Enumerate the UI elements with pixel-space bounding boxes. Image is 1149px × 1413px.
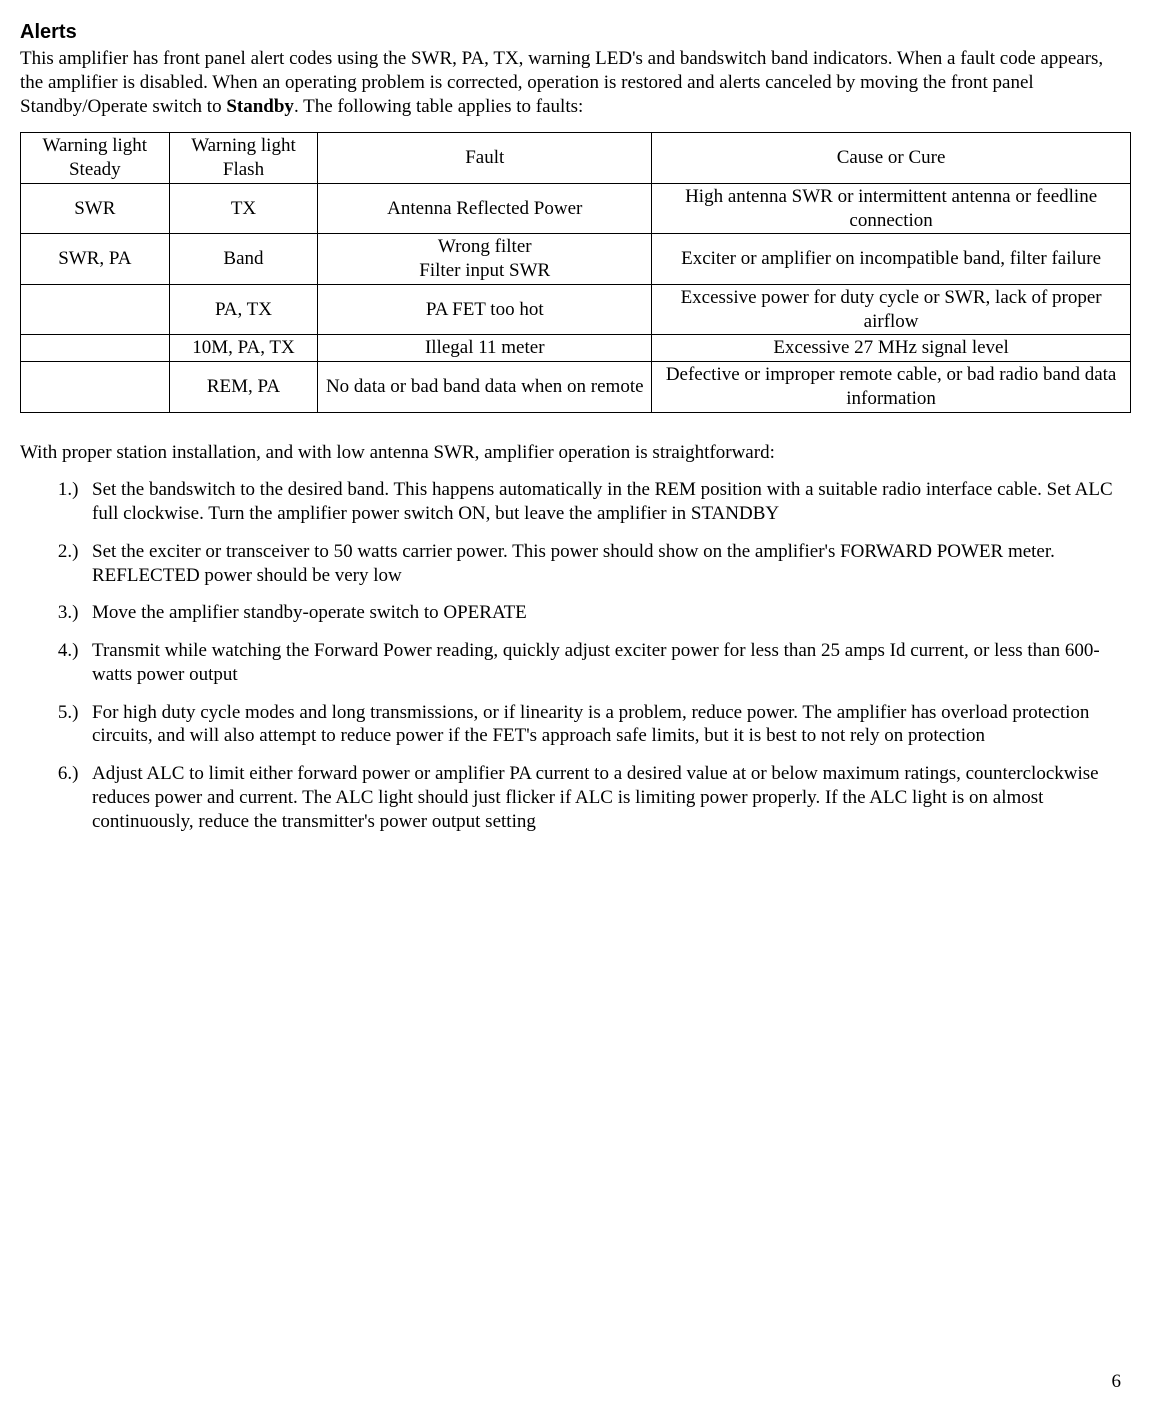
- cell: Band: [169, 234, 318, 285]
- cell: TX: [169, 183, 318, 234]
- table-header-row: Warning light Steady Warning light Flash…: [21, 133, 1131, 184]
- cell: [21, 362, 170, 413]
- header-cell: Warning light Steady: [21, 133, 170, 184]
- table-row: SWR, PA Band Wrong filterFilter input SW…: [21, 234, 1131, 285]
- table-row: SWR TX Antenna Reflected Power High ante…: [21, 183, 1131, 234]
- list-item: Set the bandswitch to the desired band. …: [88, 478, 1131, 526]
- table-row: PA, TX PA FET too hot Excessive power fo…: [21, 284, 1131, 335]
- list-item: Move the amplifier standby-operate switc…: [88, 601, 1131, 625]
- table-row: 10M, PA, TX Illegal 11 meter Excessive 2…: [21, 335, 1131, 362]
- intro-bold: Standby: [226, 96, 294, 117]
- header-cell: Fault: [318, 133, 652, 184]
- cell: Defective or improper remote cable, or b…: [652, 362, 1131, 413]
- cell: 10M, PA, TX: [169, 335, 318, 362]
- header-cell: Cause or Cure: [652, 133, 1131, 184]
- list-item: For high duty cycle modes and long trans…: [88, 701, 1131, 749]
- cell: Excessive power for duty cycle or SWR, l…: [652, 284, 1131, 335]
- lead-paragraph: With proper station installation, and wi…: [20, 441, 1131, 465]
- cell: No data or bad band data when on remote: [318, 362, 652, 413]
- header-cell: Warning light Flash: [169, 133, 318, 184]
- list-item: Adjust ALC to limit either forward power…: [88, 762, 1131, 833]
- cell: [21, 335, 170, 362]
- cell: PA, TX: [169, 284, 318, 335]
- intro-text-2: . The following table applies to faults:: [294, 96, 583, 117]
- table-row: REM, PA No data or bad band data when on…: [21, 362, 1131, 413]
- cell: REM, PA: [169, 362, 318, 413]
- faults-table: Warning light Steady Warning light Flash…: [20, 132, 1131, 412]
- cell: Exciter or amplifier on incompatible ban…: [652, 234, 1131, 285]
- intro-paragraph: This amplifier has front panel alert cod…: [20, 47, 1131, 118]
- list-item: Transmit while watching the Forward Powe…: [88, 639, 1131, 687]
- steps-list: Set the bandswitch to the desired band. …: [20, 478, 1131, 833]
- cell: Illegal 11 meter: [318, 335, 652, 362]
- section-title: Alerts: [20, 20, 1131, 45]
- cell: High antenna SWR or intermittent antenna…: [652, 183, 1131, 234]
- cell: PA FET too hot: [318, 284, 652, 335]
- page-number: 6: [1112, 1370, 1122, 1394]
- cell: Antenna Reflected Power: [318, 183, 652, 234]
- cell: SWR, PA: [21, 234, 170, 285]
- cell: [21, 284, 170, 335]
- cell: Wrong filterFilter input SWR: [318, 234, 652, 285]
- list-item: Set the exciter or transceiver to 50 wat…: [88, 540, 1131, 588]
- cell: Excessive 27 MHz signal level: [652, 335, 1131, 362]
- cell: SWR: [21, 183, 170, 234]
